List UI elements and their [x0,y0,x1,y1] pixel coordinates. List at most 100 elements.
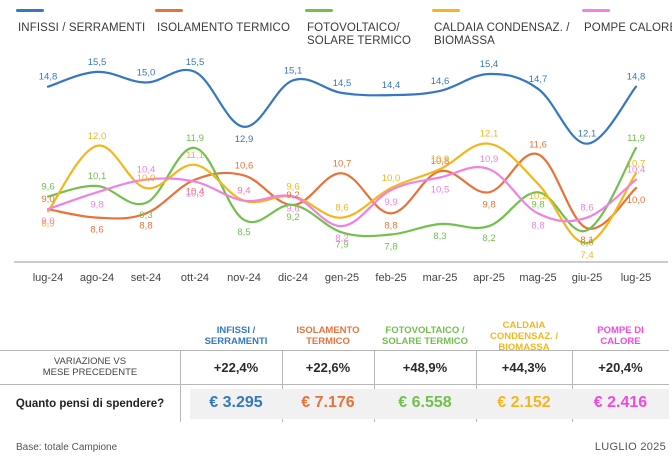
base-note: Base: totale Campione [16,442,118,453]
data-label-fotovoltaico: 7,9 [335,239,348,250]
data-label-fotovoltaico: 9,2 [286,212,299,223]
data-label-pompe: 10,5 [431,185,450,196]
data-label-pompe: 10,3 [186,189,205,200]
data-label-caldaia: 10,2 [529,191,548,202]
table-column-divider [572,350,573,422]
data-label-pompe: 8,2 [335,233,348,244]
data-label-infissi: 14,8 [39,72,58,83]
data-label-isolamento: 10,0 [627,195,646,206]
data-label-isolamento: 8,8 [139,220,152,231]
line-chart: lug-24 ago-24 set-24 ott-24 nov-24 dic-24 gen-… [14,57,668,284]
spend-value-caldaia: € 2.152 [497,394,551,411]
data-label-isolamento: 10,6 [235,160,254,171]
data-label-pompe: 10,9 [480,154,499,165]
data-label-fotovoltaico: 7,8 [384,242,397,253]
data-label-fotovoltaico: 9,8 [531,199,544,210]
data-label-infissi: 14,4 [382,80,401,91]
data-label-pompe: 10,4 [627,165,646,176]
table-divider [0,384,669,385]
data-label-caldaia: 12,1 [480,129,499,140]
x-tick-label: set-24 [131,272,162,284]
data-label-infissi: 12,1 [578,129,597,140]
data-label-infissi: 14,5 [333,78,352,89]
report-date: LUGLIO 2025 [594,441,666,453]
legend-label: CALDAIA CONDENSAZ. / BIOMASSA [434,22,570,47]
x-tick-label: mag-25 [519,272,556,284]
variation-value-pompe: +20,4% [598,359,643,375]
table-divider [0,350,669,351]
x-tick-label: ott-24 [181,272,209,284]
data-label-infissi: 15,1 [284,65,303,76]
data-label-pompe: 9,6 [286,204,299,215]
spend-row-background [190,389,669,419]
data-label-infissi: 15,0 [137,67,156,78]
data-label-caldaia: 10,9 [431,154,450,165]
series-line-caldaia [46,142,638,245]
data-label-fotovoltaico: 8,2 [482,233,495,244]
x-tick-label: dic-24 [278,272,308,284]
data-label-caldaia: 9,4 [237,186,250,197]
data-label-fotovoltaico: 11,9 [186,133,204,144]
data-label-caldaia: 8,9 [41,218,54,229]
legend-label: FOTOVOLTAICO/ SOLARE TERMICO [307,22,412,47]
data-label-fotovoltaico: 8,5 [237,227,250,238]
data-label-isolamento: 10,7 [333,158,352,169]
spend-value-fotovoltaico: € 6.558 [398,394,452,411]
data-label-pompe: 9,8 [90,199,103,210]
table-header-pompe: POMPE DI CALORE [597,325,644,347]
legend-label: ISOLAMENTO TERMICO [157,22,291,34]
table-column-divider [180,350,181,422]
data-label-pompe: 9,4 [237,186,250,197]
data-label-infissi: 14,6 [431,76,450,87]
data-label-isolamento: 8,8 [384,220,397,231]
legend-swatch [305,9,333,12]
x-tick-label: nov-24 [227,272,261,284]
data-label-fotovoltaico: 9,6 [41,182,54,193]
legend-label: POMPE CALORE [584,22,672,34]
data-label-isolamento: 8,6 [90,225,103,236]
data-label-infissi: 14,7 [529,74,548,85]
data-label-fotovoltaico: 8,0 [580,237,593,248]
legend-swatch [155,9,183,12]
data-label-caldaia: 10,0 [382,173,401,184]
series-line-infissi [46,68,638,145]
data-label-fotovoltaico: 11,9 [627,133,645,144]
data-label-fotovoltaico: 8,3 [433,231,446,242]
data-label-pompe: 8,6 [580,203,593,214]
data-label-isolamento: 9,8 [482,199,495,210]
data-label-isolamento: 9,2 [286,190,299,201]
data-label-fotovoltaico: 10,1 [88,171,107,182]
table-column-divider [374,350,375,422]
data-label-pompe: 8,8 [531,220,544,231]
data-label-infissi: 14,8 [627,72,646,83]
data-label-caldaia: 12,0 [88,131,107,142]
legend-swatch [582,9,610,12]
data-label-pompe: 10,4 [137,165,156,176]
variation-value-caldaia: +44,3% [501,359,547,375]
legend-swatch [432,9,460,12]
legend-label: INFISSI / SERRAMENTI [18,22,146,34]
data-label-isolamento: 8,1 [580,235,593,246]
x-tick-label: giu-25 [572,272,603,284]
table-header-infissi: INFISSI / SERRAMENTI [204,325,268,347]
variation-value-infissi: +22,4% [213,359,259,375]
variation-value-fotovoltaico: +48,9% [402,359,448,375]
data-label-caldaia: 9,6 [286,182,299,193]
data-label-pompe: 9,9 [384,197,397,208]
x-tick-label: ago-24 [80,272,114,284]
data-label-caldaia: 11,1 [186,150,204,161]
spend-value-infissi: € 3.295 [209,394,263,411]
x-tick-label: lug-25 [621,272,652,284]
legend-swatch [16,9,44,12]
data-label-infissi: 15,4 [480,59,499,70]
table-column-divider [476,350,477,422]
data-label-isolamento: 11,6 [529,139,547,150]
table-header-caldaia: CALDAIA CONDENSAZ. / BIOMASSA [489,319,559,353]
data-label-caldaia: 8,6 [335,203,348,214]
spend-value-isolamento: € 7.176 [301,394,355,411]
series-line-isolamento [46,152,638,230]
x-tick-label: feb-25 [375,272,406,284]
table-header-fotovoltaico: FOTOVOLTAICO / SOLARE TERMICO [381,325,469,347]
x-tick-label: apr-25 [473,272,505,284]
